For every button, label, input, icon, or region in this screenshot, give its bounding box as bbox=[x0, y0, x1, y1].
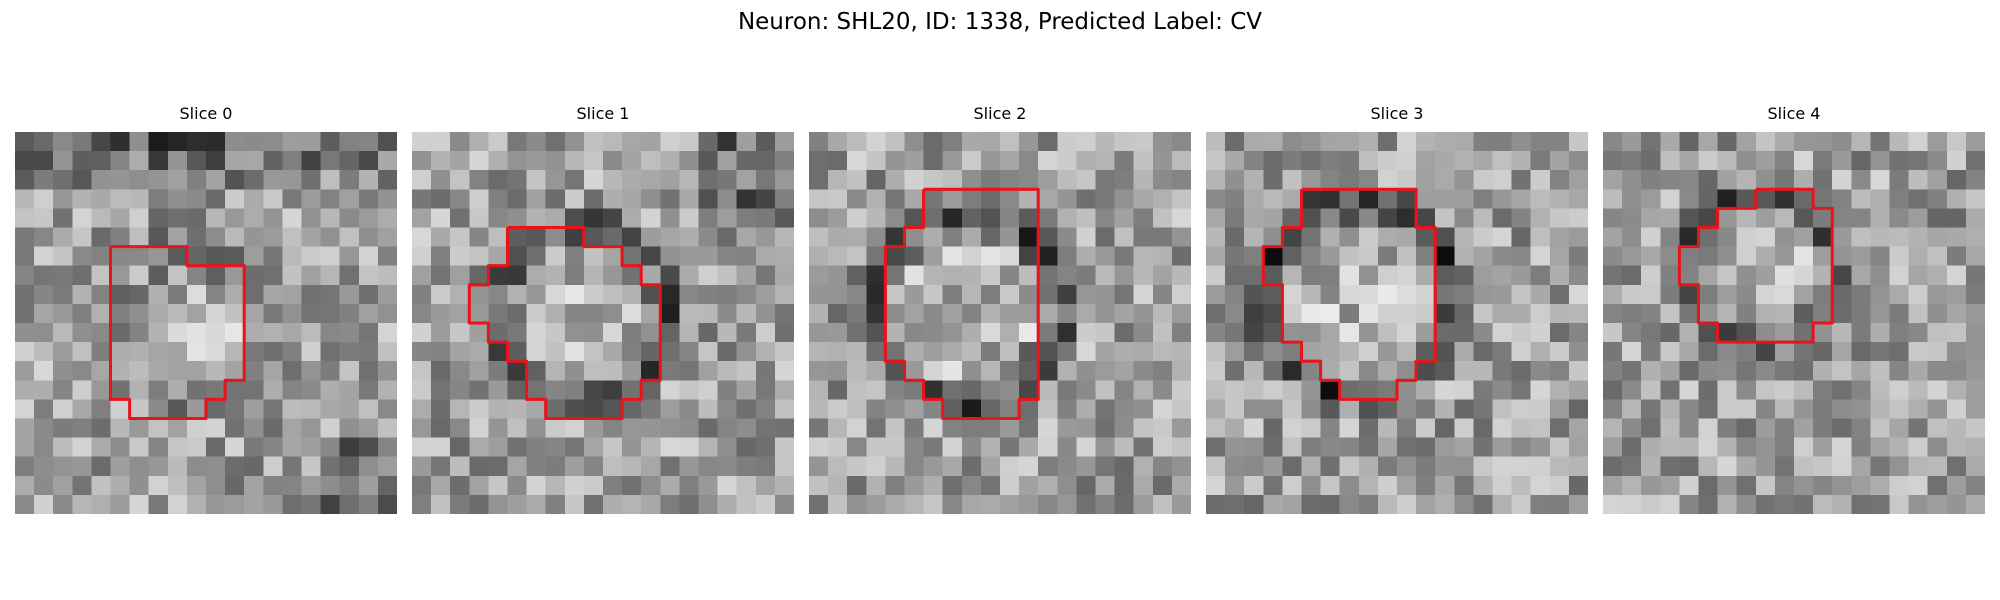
slice-image bbox=[1603, 132, 1985, 514]
segmentation-contour bbox=[108, 245, 246, 421]
segmentation-contour bbox=[1261, 187, 1437, 401]
slice-title: Slice 2 bbox=[973, 104, 1027, 123]
slice-title: Slice 1 bbox=[576, 104, 630, 123]
segmentation-contour bbox=[1677, 187, 1834, 344]
segmentation-contour bbox=[467, 225, 662, 421]
pixel-texture bbox=[809, 132, 1191, 514]
slice-title: Slice 0 bbox=[179, 104, 233, 123]
slice-panel-2: Slice 2 bbox=[809, 104, 1191, 514]
slice-image bbox=[15, 132, 397, 514]
pixel-texture bbox=[1206, 132, 1588, 514]
slice-panel-0: Slice 0 bbox=[15, 104, 397, 514]
slice-panel-1: Slice 1 bbox=[412, 104, 794, 514]
slice-image bbox=[412, 132, 794, 514]
figure-title: Neuron: SHL20, ID: 1338, Predicted Label… bbox=[737, 9, 1263, 35]
pixel-texture bbox=[412, 132, 794, 514]
slice-panel-3: Slice 3 bbox=[1206, 104, 1588, 514]
pixel-texture bbox=[1603, 132, 1985, 514]
slice-title: Slice 3 bbox=[1370, 104, 1424, 123]
slice-image bbox=[1206, 132, 1588, 514]
slice-image bbox=[809, 132, 1191, 514]
segmentation-contour bbox=[883, 187, 1040, 421]
slice-title: Slice 4 bbox=[1767, 104, 1821, 123]
slice-panel-4: Slice 4 bbox=[1603, 104, 1985, 514]
pixel-texture bbox=[15, 132, 397, 514]
